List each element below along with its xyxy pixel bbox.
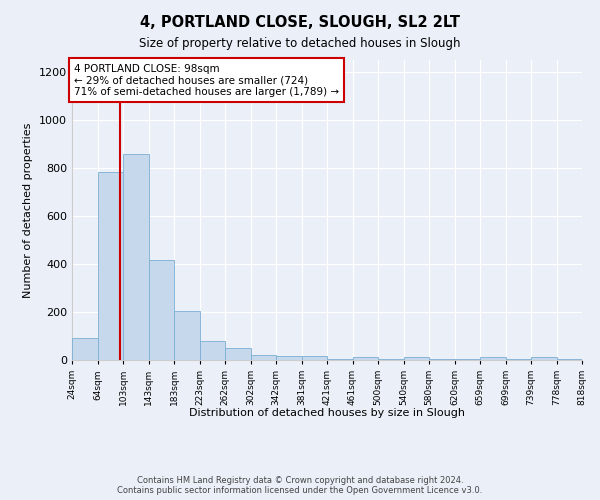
Bar xyxy=(225,348,251,360)
Bar xyxy=(505,359,531,360)
Text: Contains HM Land Registry data © Crown copyright and database right 2024.
Contai: Contains HM Land Registry data © Crown c… xyxy=(118,476,482,495)
Bar xyxy=(149,260,174,360)
Bar xyxy=(174,311,199,360)
Bar xyxy=(251,355,276,360)
Bar xyxy=(378,359,404,360)
Bar xyxy=(480,357,505,360)
Bar xyxy=(557,359,582,360)
Bar xyxy=(353,357,378,360)
Bar xyxy=(531,357,557,360)
Text: Size of property relative to detached houses in Slough: Size of property relative to detached ho… xyxy=(139,38,461,51)
Bar xyxy=(199,341,225,360)
X-axis label: Distribution of detached houses by size in Slough: Distribution of detached houses by size … xyxy=(189,408,465,418)
Bar xyxy=(276,356,302,360)
Bar xyxy=(97,172,123,360)
Bar xyxy=(302,356,327,360)
Text: 4, PORTLAND CLOSE, SLOUGH, SL2 2LT: 4, PORTLAND CLOSE, SLOUGH, SL2 2LT xyxy=(140,15,460,30)
Bar xyxy=(72,338,97,360)
Y-axis label: Number of detached properties: Number of detached properties xyxy=(23,122,34,298)
Text: 4 PORTLAND CLOSE: 98sqm
← 29% of detached houses are smaller (724)
71% of semi-d: 4 PORTLAND CLOSE: 98sqm ← 29% of detache… xyxy=(74,64,339,97)
Bar xyxy=(123,154,149,360)
Bar xyxy=(404,357,429,360)
Bar xyxy=(327,359,353,360)
